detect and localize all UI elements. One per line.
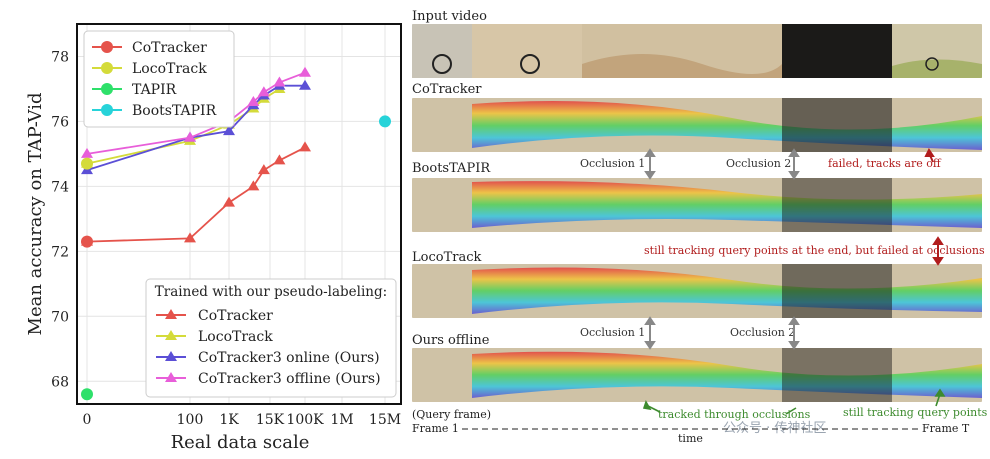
x-tick-label: 100K — [286, 412, 324, 428]
frame1-label: Frame 1 — [412, 422, 459, 435]
legend-swatch-marker — [101, 41, 113, 53]
legend-label: TAPIR — [132, 82, 177, 98]
series-point — [299, 79, 311, 90]
legend-title: Trained with our pseudo-labeling: — [155, 284, 387, 300]
strip-locotrack — [412, 264, 982, 318]
baseline-points — [81, 115, 391, 401]
x-tick-label: 15M — [369, 412, 401, 428]
legend-swatch-marker — [101, 104, 113, 116]
series-point — [223, 196, 235, 207]
strip-input-video — [412, 24, 982, 78]
series-point — [247, 180, 260, 191]
legend-label: CoTracker — [132, 40, 207, 56]
legend-swatch-marker — [165, 330, 177, 340]
occlusion-2-label: Occlusion 2 — [726, 157, 792, 170]
baseline-point — [379, 115, 391, 128]
series-point — [81, 147, 93, 158]
occlusion-1-label: Occlusion 1 — [580, 157, 646, 170]
series-line — [86, 146, 306, 243]
x-tick-label: 100 — [177, 412, 204, 428]
legend-baselines: CoTracker LocoTrack TAPIR BootsTAPIR — [83, 30, 235, 128]
x-tick-label: 0 — [83, 412, 92, 428]
accuracy-chart: 68 70 72 74 76 78 0 100 1K 15K 100K 1M 15M Mean acc… — [25, 23, 402, 453]
legend-label: BootsTAPIR — [132, 103, 217, 119]
legend-label: CoTracker3 offline (Ours) — [198, 371, 381, 387]
row-label-bootstapir: BootsTAPIR — [412, 161, 491, 176]
legend-label: LocoTrack — [132, 61, 207, 77]
row-label-locotrack: LocoTrack — [412, 250, 482, 265]
occlusion-1-label-2: Occlusion 1 — [580, 326, 646, 339]
series-point — [223, 125, 235, 136]
series-point — [257, 86, 270, 97]
x-axis-label: Real data scale — [171, 432, 310, 453]
row-label-cotracker: CoTracker — [412, 82, 482, 97]
y-tick-label: 70 — [51, 309, 69, 325]
tracked-through-label: tracked through occlusions — [658, 408, 811, 421]
plot-frame — [76, 23, 402, 405]
strip-ours-offline — [412, 348, 982, 402]
y-axis-label: Mean accuracy on TAP-Vid — [25, 93, 46, 336]
legend-pseudo-labeling: Trained with our pseudo-labeling: CoTrac… — [145, 278, 397, 398]
still-tracking-fail-label: still tracking query points at the end, … — [644, 244, 985, 257]
time-label: time — [678, 432, 703, 445]
still-tracking-label: still tracking query points — [843, 406, 988, 419]
series-point — [184, 232, 196, 243]
row-label-ours-offline: Ours offline — [412, 333, 490, 348]
baseline-point — [81, 388, 93, 401]
series-point — [299, 141, 311, 152]
series-point — [273, 154, 286, 165]
series-point — [273, 76, 286, 87]
legend-swatch-marker — [165, 351, 177, 361]
query-frame-label: (Query frame) — [412, 408, 491, 421]
baseline-point — [81, 235, 93, 248]
x-tick-label: 1K — [219, 412, 239, 428]
x-ticks: 0 100 1K 15K 100K 1M 15M — [83, 412, 402, 428]
legend-swatch-marker — [101, 83, 113, 95]
legend-label: CoTracker3 online (Ours) — [198, 350, 380, 366]
strip-bootstapir — [412, 178, 982, 232]
row-label-input: Input video — [412, 9, 487, 24]
frameT-label: Frame T — [922, 422, 970, 435]
legend-label: LocoTrack — [198, 329, 273, 345]
series-point — [247, 95, 260, 106]
qualitative-figure: Input video CoTracker — [410, 0, 990, 459]
failed-label: failed, tracks are off — [828, 157, 941, 170]
series-point — [257, 164, 270, 175]
occlusion-2-label-2: Occlusion 2 — [730, 326, 796, 339]
figure-arrows — [462, 148, 946, 430]
legend-label: CoTracker — [198, 308, 273, 324]
y-tick-label: 72 — [51, 244, 69, 260]
y-tick-label: 76 — [51, 114, 69, 130]
x-tick-label: 1M — [330, 412, 353, 428]
y-tick-label: 78 — [51, 49, 69, 65]
strip-cotracker — [412, 98, 982, 152]
x-tick-label: 15K — [256, 412, 285, 428]
legend-swatch-marker — [101, 62, 113, 74]
series-point — [299, 66, 311, 77]
y-tick-label: 68 — [51, 374, 69, 390]
baseline-point — [81, 157, 93, 170]
legend-swatch-marker — [165, 372, 177, 382]
series-point — [184, 131, 196, 142]
legend-swatch-marker — [165, 309, 177, 319]
y-ticks: 68 70 72 74 76 78 — [51, 49, 69, 390]
y-tick-label: 74 — [51, 179, 69, 195]
